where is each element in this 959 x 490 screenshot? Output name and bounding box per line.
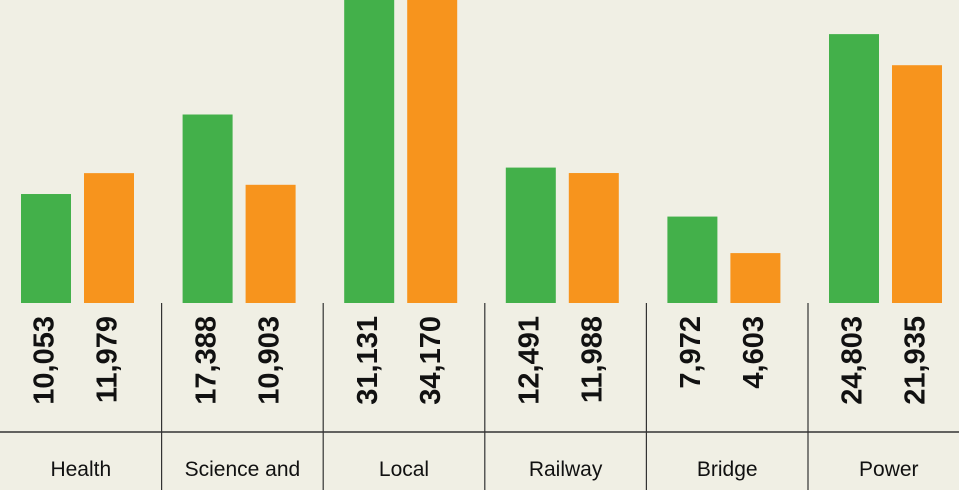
category-label: Railway (529, 458, 603, 481)
value-label: 21,935 (900, 316, 932, 405)
value-label: 24,803 (837, 316, 869, 405)
value-label: 7,972 (675, 316, 707, 389)
value-label: 12,491 (513, 316, 545, 405)
bar (21, 194, 71, 303)
value-label: 10,903 (253, 316, 285, 405)
bar (182, 114, 233, 303)
value-label: 4,603 (738, 316, 770, 389)
category-label: Power (859, 458, 919, 481)
bar (568, 173, 619, 303)
bar (407, 0, 458, 303)
bar (245, 184, 296, 303)
value-label: 11,979 (92, 316, 124, 403)
bar (84, 173, 134, 303)
category-label: Science and (185, 458, 301, 481)
bar (667, 216, 718, 303)
value-label: 31,131 (352, 316, 384, 405)
value-label: 34,170 (415, 316, 447, 405)
bar (892, 65, 942, 303)
category-label: Health (50, 458, 111, 481)
value-label: 17,388 (190, 316, 222, 405)
bar (505, 167, 556, 303)
bar (344, 0, 395, 304)
category-label: Bridge (697, 458, 758, 481)
value-label: 10,053 (29, 316, 61, 405)
category-label: Local (379, 458, 429, 481)
value-label: 11,988 (576, 316, 608, 403)
bar (730, 253, 781, 303)
bar (829, 34, 879, 303)
